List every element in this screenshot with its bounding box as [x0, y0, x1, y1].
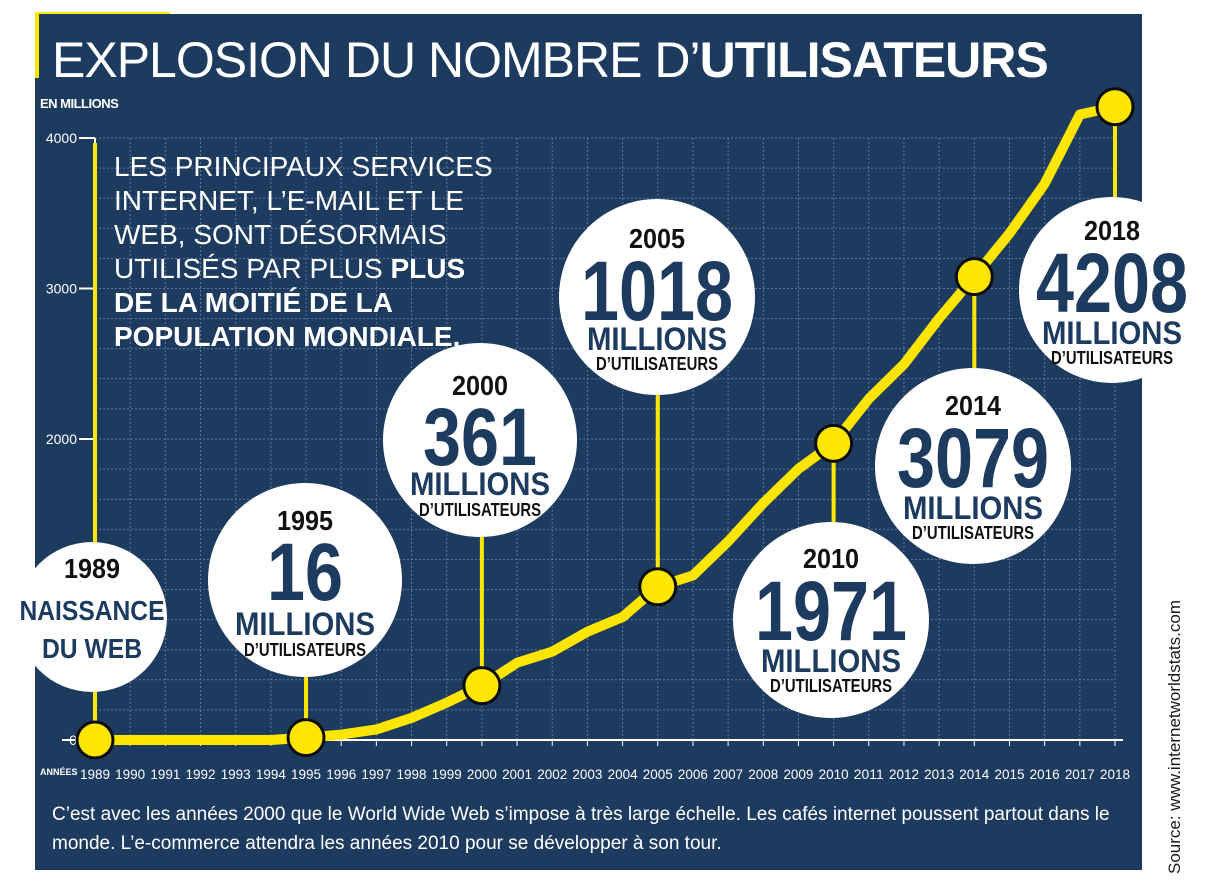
bubble-unit-small: D’UTILISATEURS	[770, 676, 892, 696]
x-tick-label: 2004	[608, 766, 638, 782]
bubble-circle	[733, 522, 929, 718]
bubble-year: 2005	[629, 223, 685, 254]
x-tick-label: 2015	[994, 766, 1024, 782]
x-tick-label: 1992	[186, 766, 216, 782]
x-tick-label: 2017	[1065, 766, 1095, 782]
bubble-unit-small: D’UTILISATEURS	[1051, 348, 1173, 368]
bubble-unit: MILLIONS	[1042, 315, 1182, 351]
x-tick-label: 1990	[115, 766, 145, 782]
x-tick-label: 2011	[854, 766, 884, 782]
bubble-unit: MILLIONS	[761, 643, 901, 679]
data-point-2014	[954, 257, 994, 297]
data-point-1989	[75, 720, 115, 760]
x-tick-label: 2000	[467, 766, 497, 782]
bubble-year: 2010	[803, 543, 859, 574]
x-tick-label: 1996	[326, 766, 356, 782]
intro-text: LES PRINCIPAUX SERVICES INTERNET, L’E-MA…	[114, 150, 494, 354]
bubble-unit: MILLIONS	[410, 466, 550, 502]
x-tick-label: 1999	[432, 766, 462, 782]
data-point-2010	[814, 423, 854, 463]
x-tick-label: 2006	[678, 766, 708, 782]
series-line-users	[90, 101, 1120, 745]
bubble-value: 1971	[755, 564, 907, 658]
x-tick-label: 2016	[1030, 766, 1060, 782]
x-tick-label: 1991	[150, 766, 180, 782]
bubble-unit-small: D’UTILISATEURS	[419, 500, 541, 520]
x-tick-label: 1989	[80, 766, 110, 782]
x-tick-label: 2013	[924, 766, 954, 782]
bubble-value: 16	[267, 527, 343, 618]
bubble-circle	[875, 368, 1071, 564]
x-tick-label: 2008	[748, 766, 778, 782]
bubble-year: 2000	[452, 370, 508, 401]
bubble-unit-small: D’UTILISATEURS	[912, 523, 1034, 543]
caption-text: C’est avec les années 2000 que le World …	[52, 804, 1110, 854]
bubble-unit: MILLIONS	[587, 321, 727, 357]
y-tick-label: 0	[69, 732, 77, 748]
bubble-subline: DU WEB	[42, 633, 142, 664]
data-point-2000	[462, 666, 502, 706]
x-tick-label: 1994	[256, 766, 286, 782]
title-bold: UTILISATEURS	[699, 32, 1049, 88]
data-point-2018	[1095, 87, 1135, 127]
y-tick-label: 3000	[46, 281, 77, 297]
bubble-headline: NAISSANCE	[20, 595, 165, 626]
data-point-1995	[286, 718, 326, 758]
bubble-circle	[1019, 197, 1205, 383]
intro-light: LES PRINCIPAUX SERVICES INTERNET, L’E-MA…	[114, 151, 493, 284]
bubble-unit: MILLIONS	[235, 606, 375, 642]
x-tick-label: 1993	[221, 766, 251, 782]
x-tick-label: 2002	[537, 766, 567, 782]
x-axis-label: ANNÉES	[40, 767, 78, 777]
bubble-unit-small: D’UTILISATEURS	[244, 640, 366, 660]
bubble-value: 361	[423, 392, 537, 483]
bubble-circle	[17, 542, 167, 692]
y-tick-label: 4000	[46, 130, 77, 146]
bubble-year: 1989	[64, 553, 120, 584]
page-title: EXPLOSION DU NOMBRE D’UTILISATEURS	[52, 30, 1049, 90]
x-tick-label: 2014	[959, 766, 989, 782]
bubble-value: 4208	[1036, 236, 1188, 330]
data-point-2005	[638, 567, 678, 607]
x-tick-label: 2003	[572, 766, 602, 782]
bubble-value: 1018	[581, 244, 733, 338]
intro-bold: PLUS DE LA MOITIÉ DE LA POPULATION MONDI…	[114, 253, 466, 352]
x-tick-label: 1998	[397, 766, 427, 782]
bubble-circle	[383, 343, 577, 537]
x-tick-label: 2001	[502, 766, 532, 782]
bubble-unit: MILLIONS	[903, 490, 1043, 526]
bubble-year: 1995	[277, 505, 333, 536]
bubble-year: 2014	[945, 390, 1001, 421]
y-axis-unit-label: EN MILLIONS	[40, 96, 119, 111]
x-tick-label: 2012	[889, 766, 919, 782]
x-tick-label: 2005	[643, 766, 673, 782]
bubble-circle	[208, 483, 402, 677]
bubble-circle	[559, 199, 755, 395]
bubble-unit-small: D’UTILISATEURS	[596, 354, 718, 374]
x-tick-label: 1997	[361, 766, 391, 782]
bubble-value: 3079	[897, 411, 1049, 505]
y-tick-label: 2000	[46, 431, 77, 447]
x-tick-label: 1995	[291, 766, 321, 782]
title-accent-side	[35, 14, 39, 78]
x-tick-label: 2007	[713, 766, 743, 782]
title-light: EXPLOSION DU NOMBRE D’	[52, 32, 701, 88]
bubble-year: 2018	[1084, 215, 1140, 246]
x-tick-label: 2010	[819, 766, 849, 782]
x-tick-label: 2009	[783, 766, 813, 782]
annotation-bubble-1989: 1989 NAISSANCE DU WEB	[17, 542, 167, 692]
x-tick-label: 2018	[1100, 766, 1130, 782]
source-credit: Source: www.internetworldstats.com	[1165, 600, 1184, 874]
